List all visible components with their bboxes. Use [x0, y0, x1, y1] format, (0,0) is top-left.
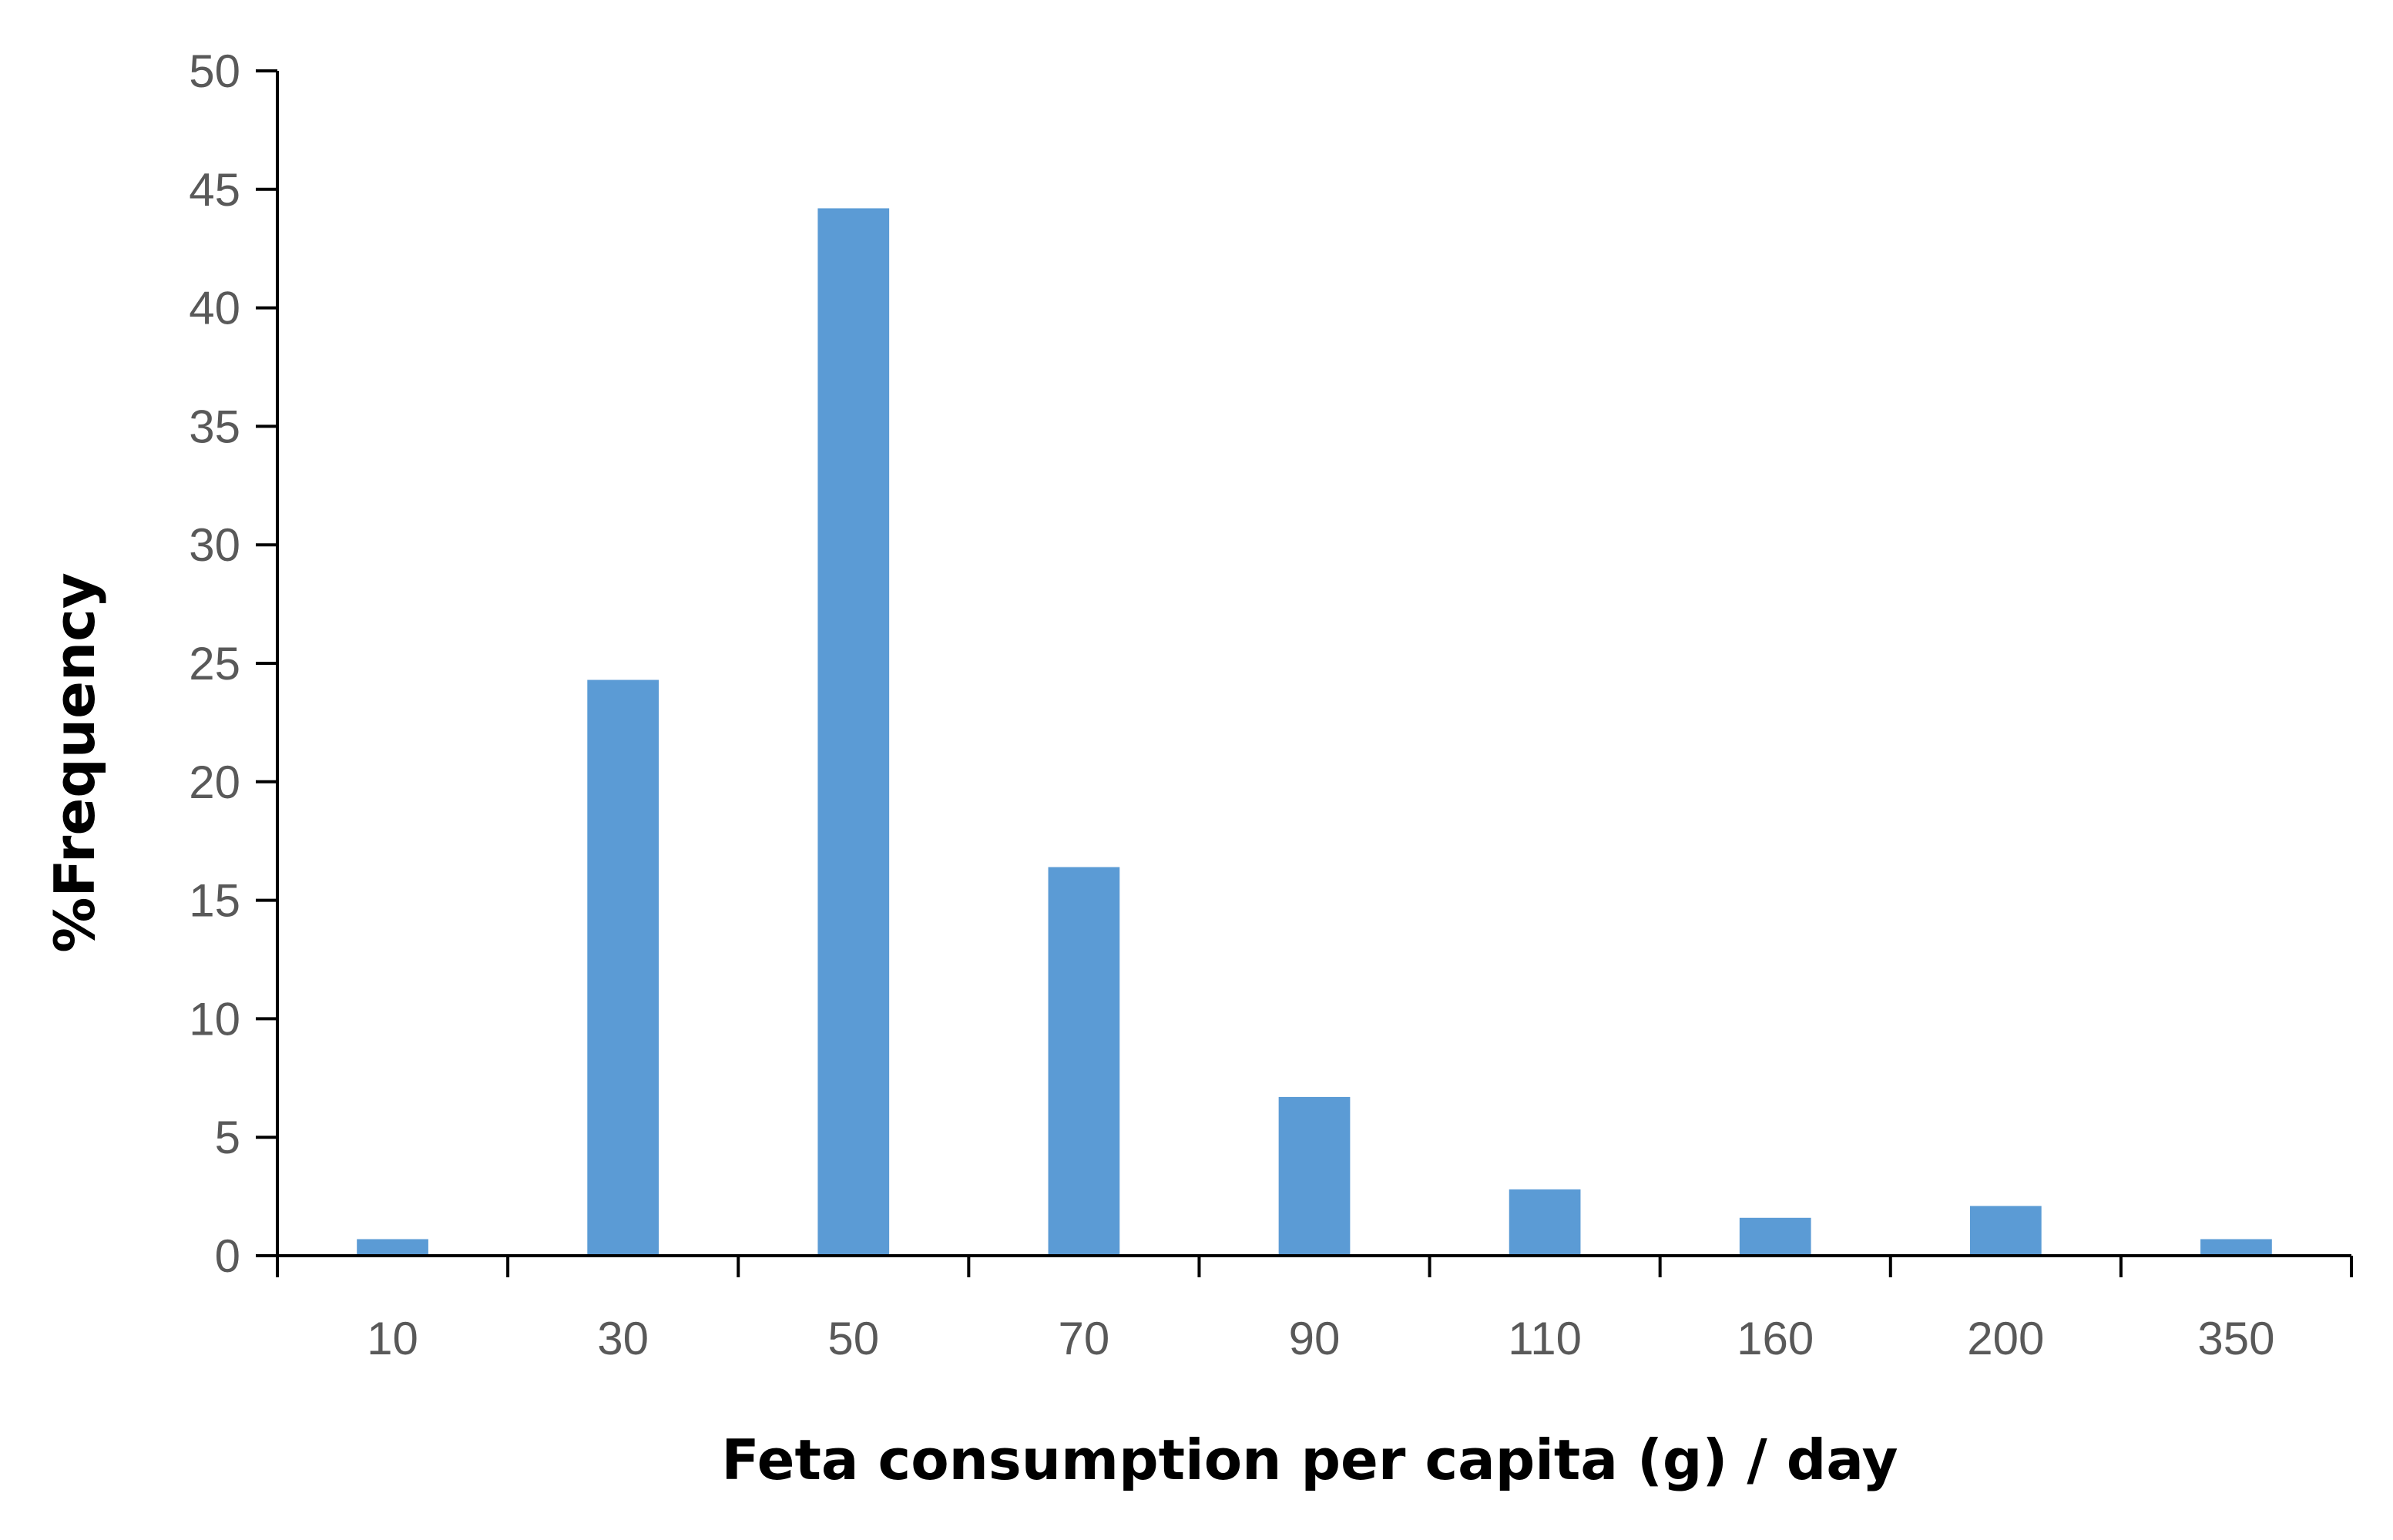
y-tick-label-20: 20	[189, 757, 240, 808]
y-tick-label-15: 15	[189, 875, 240, 927]
bar-90	[1278, 1096, 1351, 1256]
bar-110	[1509, 1189, 1581, 1256]
y-tick-label-25: 25	[189, 638, 240, 689]
y-tick-label-45: 45	[189, 164, 240, 216]
y-axis-title: %Frequency	[42, 572, 107, 953]
bar-160	[1739, 1217, 1811, 1256]
x-tick-label-30: 30	[597, 1313, 649, 1364]
x-tick-label-90: 90	[1289, 1313, 1341, 1364]
bar-200	[1969, 1206, 2042, 1256]
y-tick-label-0: 0	[215, 1230, 240, 1282]
x-tick-label-10: 10	[367, 1313, 418, 1364]
bar-10	[357, 1239, 428, 1256]
y-tick-labels: 0 5 10 15 20 25 30 35 40 45 50	[189, 45, 240, 1282]
y-tick-label-10: 10	[189, 993, 240, 1045]
y-tick-label-50: 50	[189, 45, 240, 97]
bar-30	[587, 679, 660, 1256]
x-tick-label-200: 200	[1967, 1313, 2044, 1364]
x-tick-label-160: 160	[1737, 1313, 1814, 1364]
y-tick-label-30: 30	[189, 519, 240, 571]
x-tick-label-110: 110	[1508, 1313, 1582, 1364]
bar-50	[817, 208, 890, 1256]
bars	[357, 208, 2272, 1256]
y-tick-label-35: 35	[189, 401, 240, 452]
x-tick-label-350: 350	[2197, 1313, 2274, 1364]
x-tick-label-70: 70	[1059, 1313, 1110, 1364]
x-tick-labels: 10 30 50 70 90 110 160 200 350	[367, 1313, 2274, 1364]
x-tick-label-50: 50	[827, 1313, 879, 1364]
y-tick-label-5: 5	[215, 1112, 240, 1163]
axes	[256, 69, 2353, 1277]
x-axis-title: Feta consumption per capita (g) / day	[721, 1428, 1898, 1492]
bar-70	[1048, 867, 1120, 1256]
y-tick-label-40: 40	[189, 283, 240, 334]
bar-350	[2200, 1239, 2272, 1256]
